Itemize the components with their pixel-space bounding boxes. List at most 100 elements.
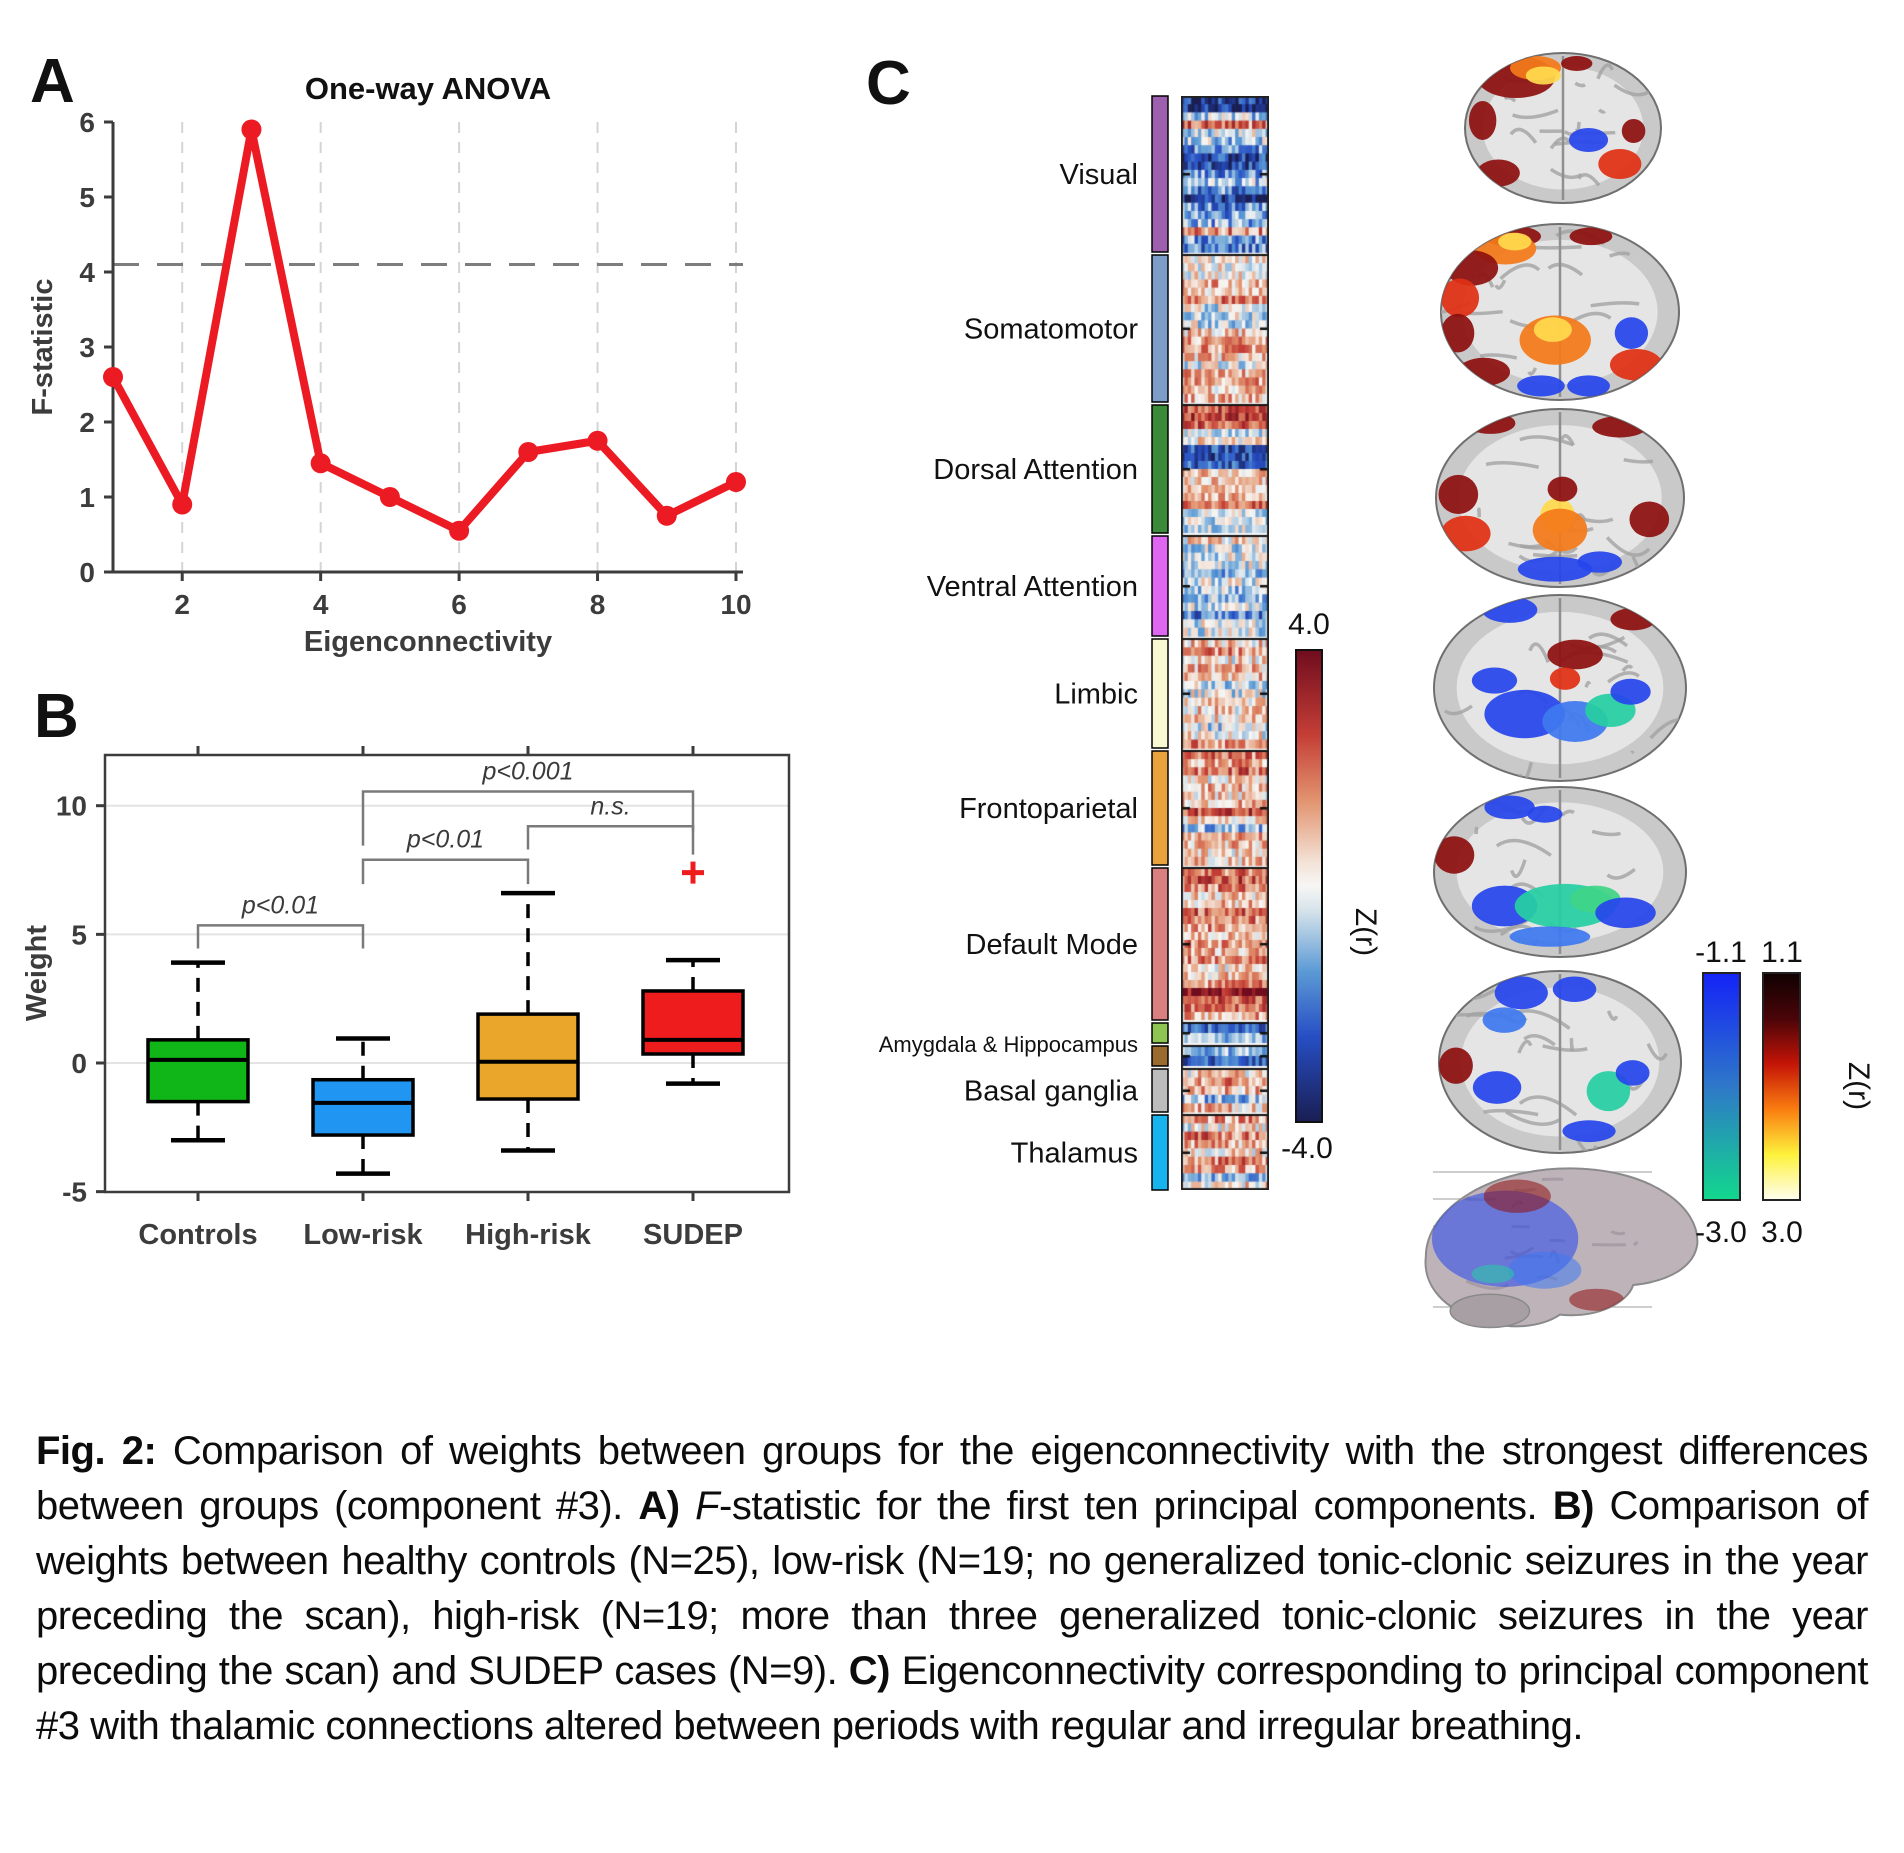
activation-blob-dark_red <box>1438 474 1479 515</box>
activation-blob-blue <box>1615 1060 1650 1086</box>
network-label: Ventral Attention <box>927 571 1138 603</box>
activation-blob-blue <box>1552 976 1597 1002</box>
boxplot-sudep <box>641 861 745 1086</box>
activation-blob-red <box>1549 667 1581 690</box>
box-iqr <box>641 989 745 1056</box>
significance-label: n.s. <box>590 792 630 820</box>
right-colorbars-axis-label: Z(r) <box>1842 1062 1875 1110</box>
network-band-ventral-attention <box>1151 535 1169 637</box>
activation-blob-blue <box>1577 551 1623 573</box>
activation-blob-dark_red <box>1483 1179 1551 1213</box>
boxplot-low-risk <box>311 1036 415 1176</box>
network-label: Somatomotor <box>964 314 1138 346</box>
activation-blob-blue <box>1484 795 1535 820</box>
activation-blob-blue <box>1517 375 1565 397</box>
panel-b-y-tick-label: -5 <box>62 1177 87 1208</box>
network-band-subcortical <box>1151 1045 1169 1067</box>
activation-blob-dark_red <box>1629 501 1670 538</box>
significance-bracket <box>361 858 530 885</box>
activation-blob-red <box>1609 348 1663 381</box>
f-statistic-point <box>725 472 746 492</box>
panel-b-y-tick-label: 5 <box>71 919 87 950</box>
axial-brain-slice-1 <box>1464 52 1662 204</box>
activation-blob-yellow <box>1525 66 1562 85</box>
activation-blob-yellow <box>1533 317 1572 342</box>
f-statistic-point <box>103 367 123 387</box>
panel-b-group-label: Controls <box>138 1219 257 1251</box>
activation-blob-dark_red <box>1547 639 1603 670</box>
network-label: Frontoparietal <box>959 793 1138 825</box>
f-statistic-point <box>656 505 677 526</box>
panel-a-y-axis-label: F-statistic <box>27 279 59 416</box>
boxplot-high-risk <box>476 890 580 1153</box>
zr-colorbar-axis-label: Z(r) <box>1349 908 1382 956</box>
network-label: Dorsal Attention <box>933 454 1138 486</box>
panel-b-plot-border <box>103 753 791 1194</box>
figure-caption: Fig. 2: Comparison of weights between gr… <box>36 1429 1869 1748</box>
hot-colorbar-top-label: 1.1 <box>1761 936 1803 969</box>
activation-blob-dark_red <box>1561 56 1593 71</box>
activation-blob-red <box>1598 149 1642 179</box>
activation-blob-dark_red <box>1457 357 1511 386</box>
activation-blob-red <box>1440 515 1491 552</box>
panel-a-x-tick-label: 10 <box>720 589 751 620</box>
activation-blob-blue <box>1471 667 1518 694</box>
zr-colorbar-min-label: -4.0 <box>1281 1132 1333 1165</box>
activation-blob-blue <box>1517 556 1593 582</box>
network-band-thalamus <box>1151 1114 1169 1191</box>
axial-brain-slice-3 <box>1435 408 1685 588</box>
box-iqr <box>146 1038 250 1104</box>
activation-blob-blue <box>1595 897 1656 929</box>
activation-blob-dark_red <box>1569 227 1613 246</box>
cool-colorbar-top-label: -1.1 <box>1695 936 1747 969</box>
panel-a-y-tick-label: 5 <box>79 182 95 213</box>
activation-blob-blue <box>1527 805 1563 823</box>
axial-brain-slice-4 <box>1433 594 1687 782</box>
activation-blob-dark_red <box>1547 476 1578 502</box>
significance-label: p<0.01 <box>241 891 319 919</box>
network-band-dorsal-attention <box>1151 404 1169 534</box>
f-statistic-point <box>310 453 331 474</box>
activation-blob-orange <box>1532 508 1588 552</box>
axial-brain-slice-6 <box>1438 970 1682 1154</box>
panel-b-group-label: High-risk <box>465 1219 592 1251</box>
activation-blob-blue <box>1494 976 1548 1010</box>
network-band-visual <box>1151 95 1169 253</box>
panel-a-x-tick-label: 4 <box>313 589 329 620</box>
activation-blob-dark_red <box>1621 119 1646 143</box>
network-label: Thalamus <box>1011 1138 1138 1170</box>
boxplot-controls <box>146 960 250 1143</box>
network-band-somatomotor <box>1151 254 1169 403</box>
activation-blob-dark_red <box>1441 313 1475 353</box>
activation-blob-teal <box>1471 1264 1515 1284</box>
activation-blob-blue <box>1568 128 1609 152</box>
significance-label: p<0.001 <box>481 758 573 786</box>
panel-a-title: One-way ANOVA <box>305 71 551 106</box>
hot-colorbar-bottom-label: 3.0 <box>1761 1216 1803 1249</box>
significance-bracket <box>361 790 695 846</box>
f-statistic-point <box>518 442 539 462</box>
panel-b-group-label: SUDEP <box>643 1219 743 1251</box>
panel-a-y-tick-label: 2 <box>79 407 95 438</box>
panel-a-y-tick-label: 1 <box>79 482 95 513</box>
cool-colorbar <box>1702 972 1741 1201</box>
f-statistic-line <box>109 125 738 535</box>
eigenconnectivity-heatmap <box>1181 96 1269 1190</box>
activation-blob-yellow <box>1498 232 1532 251</box>
axial-brain-slice-5 <box>1433 786 1687 958</box>
panel-b-group-label: Low-risk <box>303 1219 423 1251</box>
activation-blob-dark_red <box>1434 836 1475 874</box>
axial-brain-slice-2 <box>1440 223 1680 401</box>
panel-b-y-tick-label: 0 <box>71 1048 87 1079</box>
panel-b-y-axis-label: Weight <box>21 925 53 1021</box>
network-label: Visual <box>1060 159 1138 191</box>
activation-blob-light_blue <box>1482 1007 1527 1033</box>
panel-b-label: B <box>34 682 79 751</box>
activation-blob-blue <box>1610 678 1651 705</box>
network-label: Default Mode <box>966 929 1139 961</box>
sagittal-3d-brain <box>1424 1167 1699 1329</box>
panel-a-y-tick-label: 3 <box>79 332 95 363</box>
panel-a-x-axis-label: Eigenconnectivity <box>304 626 552 658</box>
f-statistic-point <box>379 487 400 507</box>
